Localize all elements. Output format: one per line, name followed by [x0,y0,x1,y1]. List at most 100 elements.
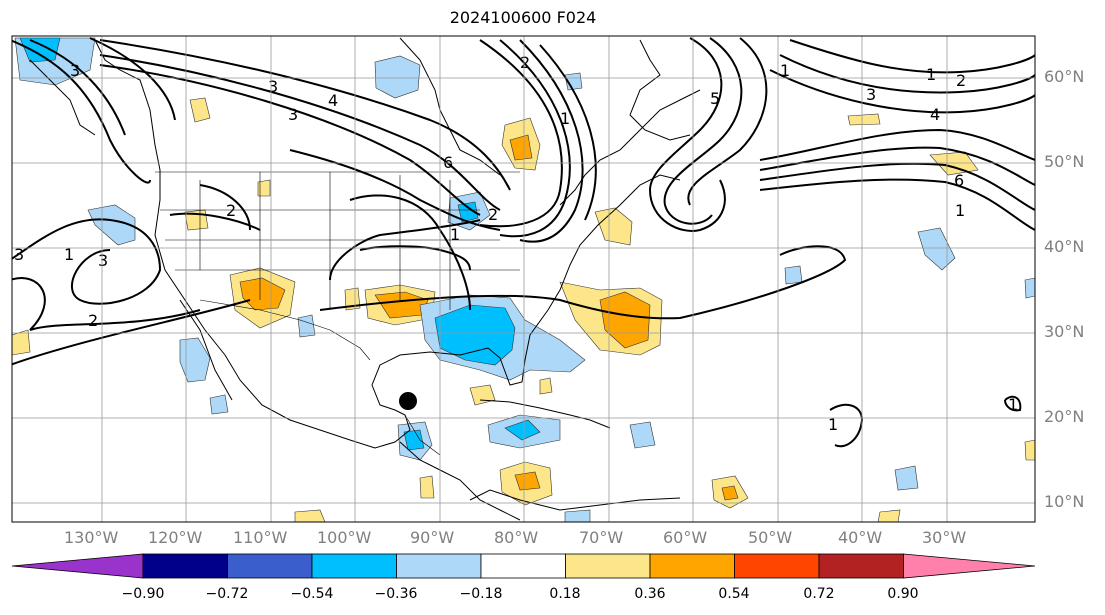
lon-label: 70°W [579,528,624,547]
colorbar-segment [480,553,566,579]
colorbar-segment [649,553,735,579]
lon-label: 80°W [494,528,539,547]
colorbar-segment [818,553,904,579]
contour-label: 3 [14,245,24,264]
lat-label: 40°N [1044,237,1085,256]
contour-label: 4 [930,105,940,124]
contour-label: 2 [226,201,236,220]
shade-light-blue [87,204,136,246]
shade-light-yellow [257,179,271,197]
country-state-borders [155,171,520,456]
shade-light-blue [564,72,583,91]
shade-light-blue [629,421,656,449]
shade-orange [599,291,651,349]
shade-light-blue [784,265,803,285]
shade-light-yellow [929,151,979,176]
contour-label: 1 [560,109,570,128]
contour-label: 1 [926,65,936,84]
shade-light-yellow [1024,439,1035,461]
contour-label: 1 [450,225,460,244]
shade-orange [239,277,286,311]
shade-light-blue [297,314,316,338]
contour-label: 2 [520,53,530,72]
shade-blue [457,201,479,223]
colorbar-label: 0.90 [887,586,919,602]
lon-label: 120°W [148,528,203,547]
coastlines [29,37,701,521]
colorbar-extend-low [11,553,144,579]
storm-position-marker [399,392,417,410]
contour-label: 3 [98,251,108,270]
shade-light-blue [894,465,919,491]
shade-orange [509,134,533,161]
contour-label: 1 [955,201,965,220]
lon-label: 100°W [317,528,372,547]
colorbar-segment [396,553,482,579]
colorbar-label: 0.72 [803,586,835,602]
shade-blue [504,419,541,441]
contour-label: 1 [64,245,74,264]
contour-label: 2 [956,71,966,90]
shade-light-yellow [344,287,361,311]
shade-light-blue [374,55,421,99]
shade-light-yellow [294,509,326,522]
contour-label: 3 [866,85,876,104]
lon-label: 50°W [748,528,793,547]
shade-orange [514,471,541,491]
lat-label: 50°N [1044,152,1085,171]
shade-light-blue [209,394,229,415]
contour-label: 5 [710,89,720,108]
contour-label: 6 [443,153,453,172]
shade-light-blue [1024,277,1035,299]
contour-labels: 3 3 3 4 6 1 2 1 1 2 3 4 5 6 1 2 3 1 1 2 … [14,53,1018,434]
contour-label: 3 [70,61,80,80]
colorbar-segment [227,553,313,579]
contour-label: 3 [288,105,298,124]
lat-label: 30°N [1044,322,1085,341]
shade-blue [434,304,516,366]
map-background [12,36,1035,522]
gridlines [12,36,1035,522]
colorbar-segment [311,553,397,579]
shade-light-yellow [847,113,881,126]
shade-light-yellow [877,509,901,522]
shade-light-blue [179,337,211,383]
lon-label: 30°W [922,528,967,547]
lon-label: 90°W [410,528,455,547]
shade-light-blue [917,227,956,271]
shade-light-blue [564,509,591,522]
shade-light-yellow [419,475,435,499]
shade-blue [19,37,61,63]
contour-label: 3 [268,77,278,96]
contour-label: 4 [328,91,338,110]
contour-label: 1 [1008,395,1018,414]
shade-light-yellow [469,384,496,406]
map-title: 2024100600 F024 [449,8,597,27]
contour-lines [12,37,1035,448]
colorbar-label: 0.18 [549,586,581,602]
colorbar-extend-high [903,553,1036,579]
shaded-anomaly-areas [12,37,1035,522]
colorbar-label: 0.36 [634,586,666,602]
lat-label: 10°N [1044,492,1085,511]
shade-orange [721,485,739,501]
lat-label: 60°N [1044,67,1085,86]
lon-label: 130°W [64,528,119,547]
colorbar-label: −0.90 [121,586,165,602]
shade-light-yellow [539,377,553,395]
colorbar-label: −0.54 [290,586,334,602]
shade-light-yellow [12,329,31,356]
contour-label: 1 [828,415,838,434]
colorbar [11,553,1036,579]
map-frame [11,35,1036,523]
contour-label: 1 [780,61,790,80]
lon-label: 40°W [838,528,883,547]
colorbar-label: −0.72 [205,586,249,602]
contour-label: 2 [88,311,98,330]
colorbar-label: 0.54 [718,586,750,602]
lon-label: 60°W [663,528,708,547]
lat-label: 20°N [1044,407,1085,426]
lon-label: 110°W [233,528,288,547]
colorbar-segment [734,553,820,579]
